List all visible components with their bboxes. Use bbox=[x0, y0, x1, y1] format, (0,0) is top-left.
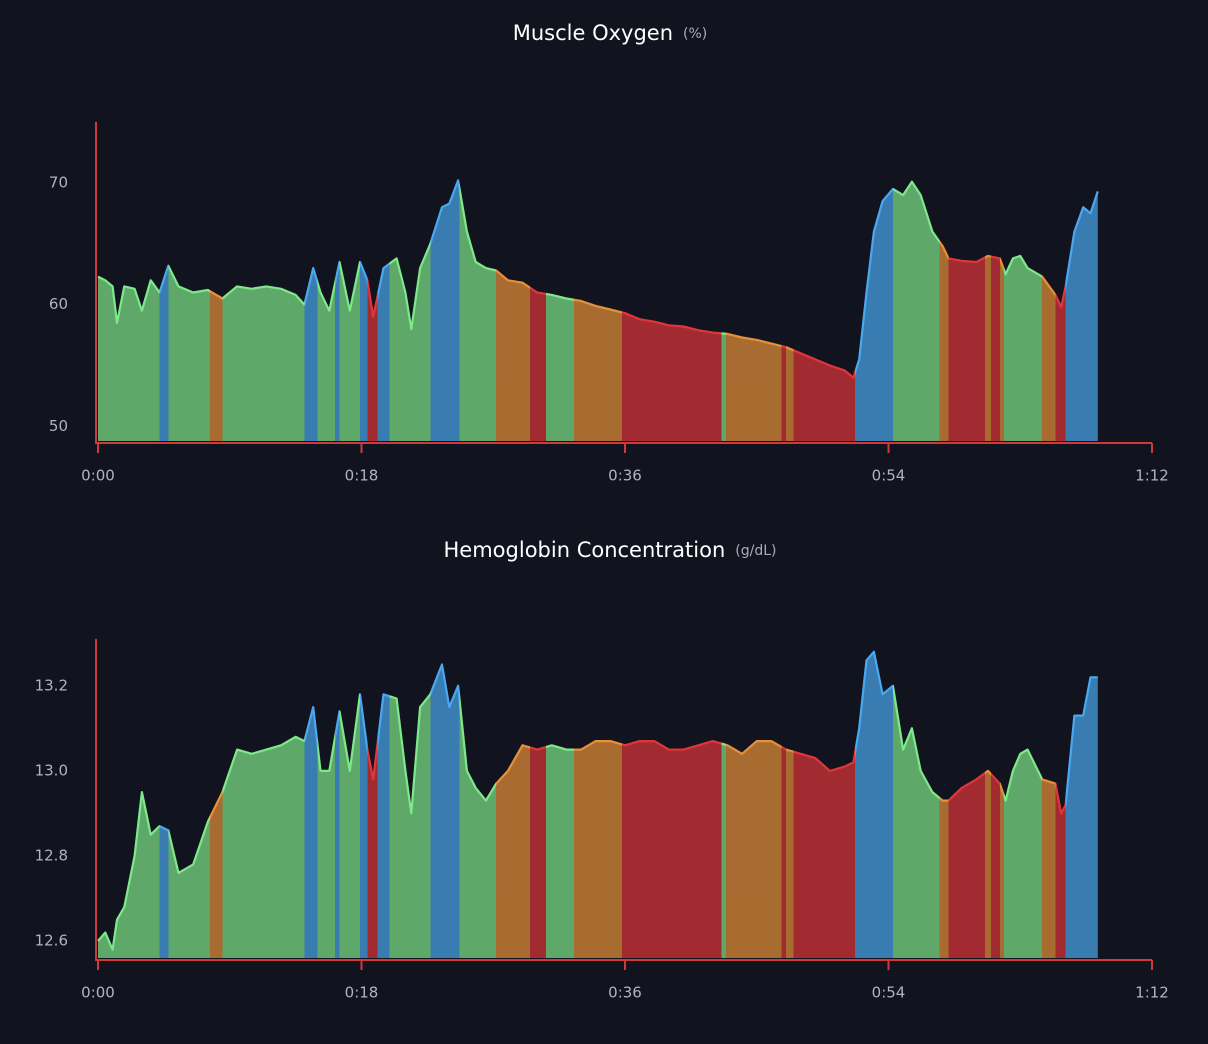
chart-title: Muscle Oxygen bbox=[513, 21, 673, 45]
chart-title: Hemoglobin Concentration bbox=[444, 538, 726, 562]
x-tick-label: 0:36 bbox=[608, 984, 642, 1002]
line bbox=[97, 179, 1099, 379]
y-tick-label: 13.0 bbox=[35, 761, 68, 779]
chart-title-group: Hemoglobin Concentration (g/dL) bbox=[444, 538, 777, 562]
x-tick-label: 0:00 bbox=[81, 984, 115, 1002]
y-tick-label: 60 bbox=[49, 295, 68, 313]
y-tick-label: 50 bbox=[49, 417, 68, 435]
y-tick-label: 13.2 bbox=[35, 676, 68, 694]
line bbox=[97, 650, 1098, 951]
chart-unit: (%) bbox=[683, 26, 707, 42]
chart-title-group: Muscle Oxygen (%) bbox=[513, 21, 708, 45]
x-tick-label: 1:12 bbox=[1135, 467, 1169, 485]
x-tick-label: 0:00 bbox=[81, 467, 115, 485]
x-tick-label: 0:54 bbox=[872, 984, 906, 1002]
y-tick-label: 12.8 bbox=[35, 846, 68, 864]
x-tick-label: 0:36 bbox=[608, 467, 642, 485]
area bbox=[98, 651, 1098, 958]
x-tick-label: 0:18 bbox=[345, 467, 379, 485]
y-tick-label: 70 bbox=[49, 173, 68, 191]
area bbox=[98, 180, 1098, 441]
y-tick-label: 12.6 bbox=[35, 931, 68, 949]
x-tick-label: 0:54 bbox=[872, 467, 906, 485]
chart-unit: (g/dL) bbox=[735, 543, 776, 559]
x-tick-label: 1:12 bbox=[1135, 984, 1169, 1002]
x-tick-label: 0:18 bbox=[345, 984, 379, 1002]
